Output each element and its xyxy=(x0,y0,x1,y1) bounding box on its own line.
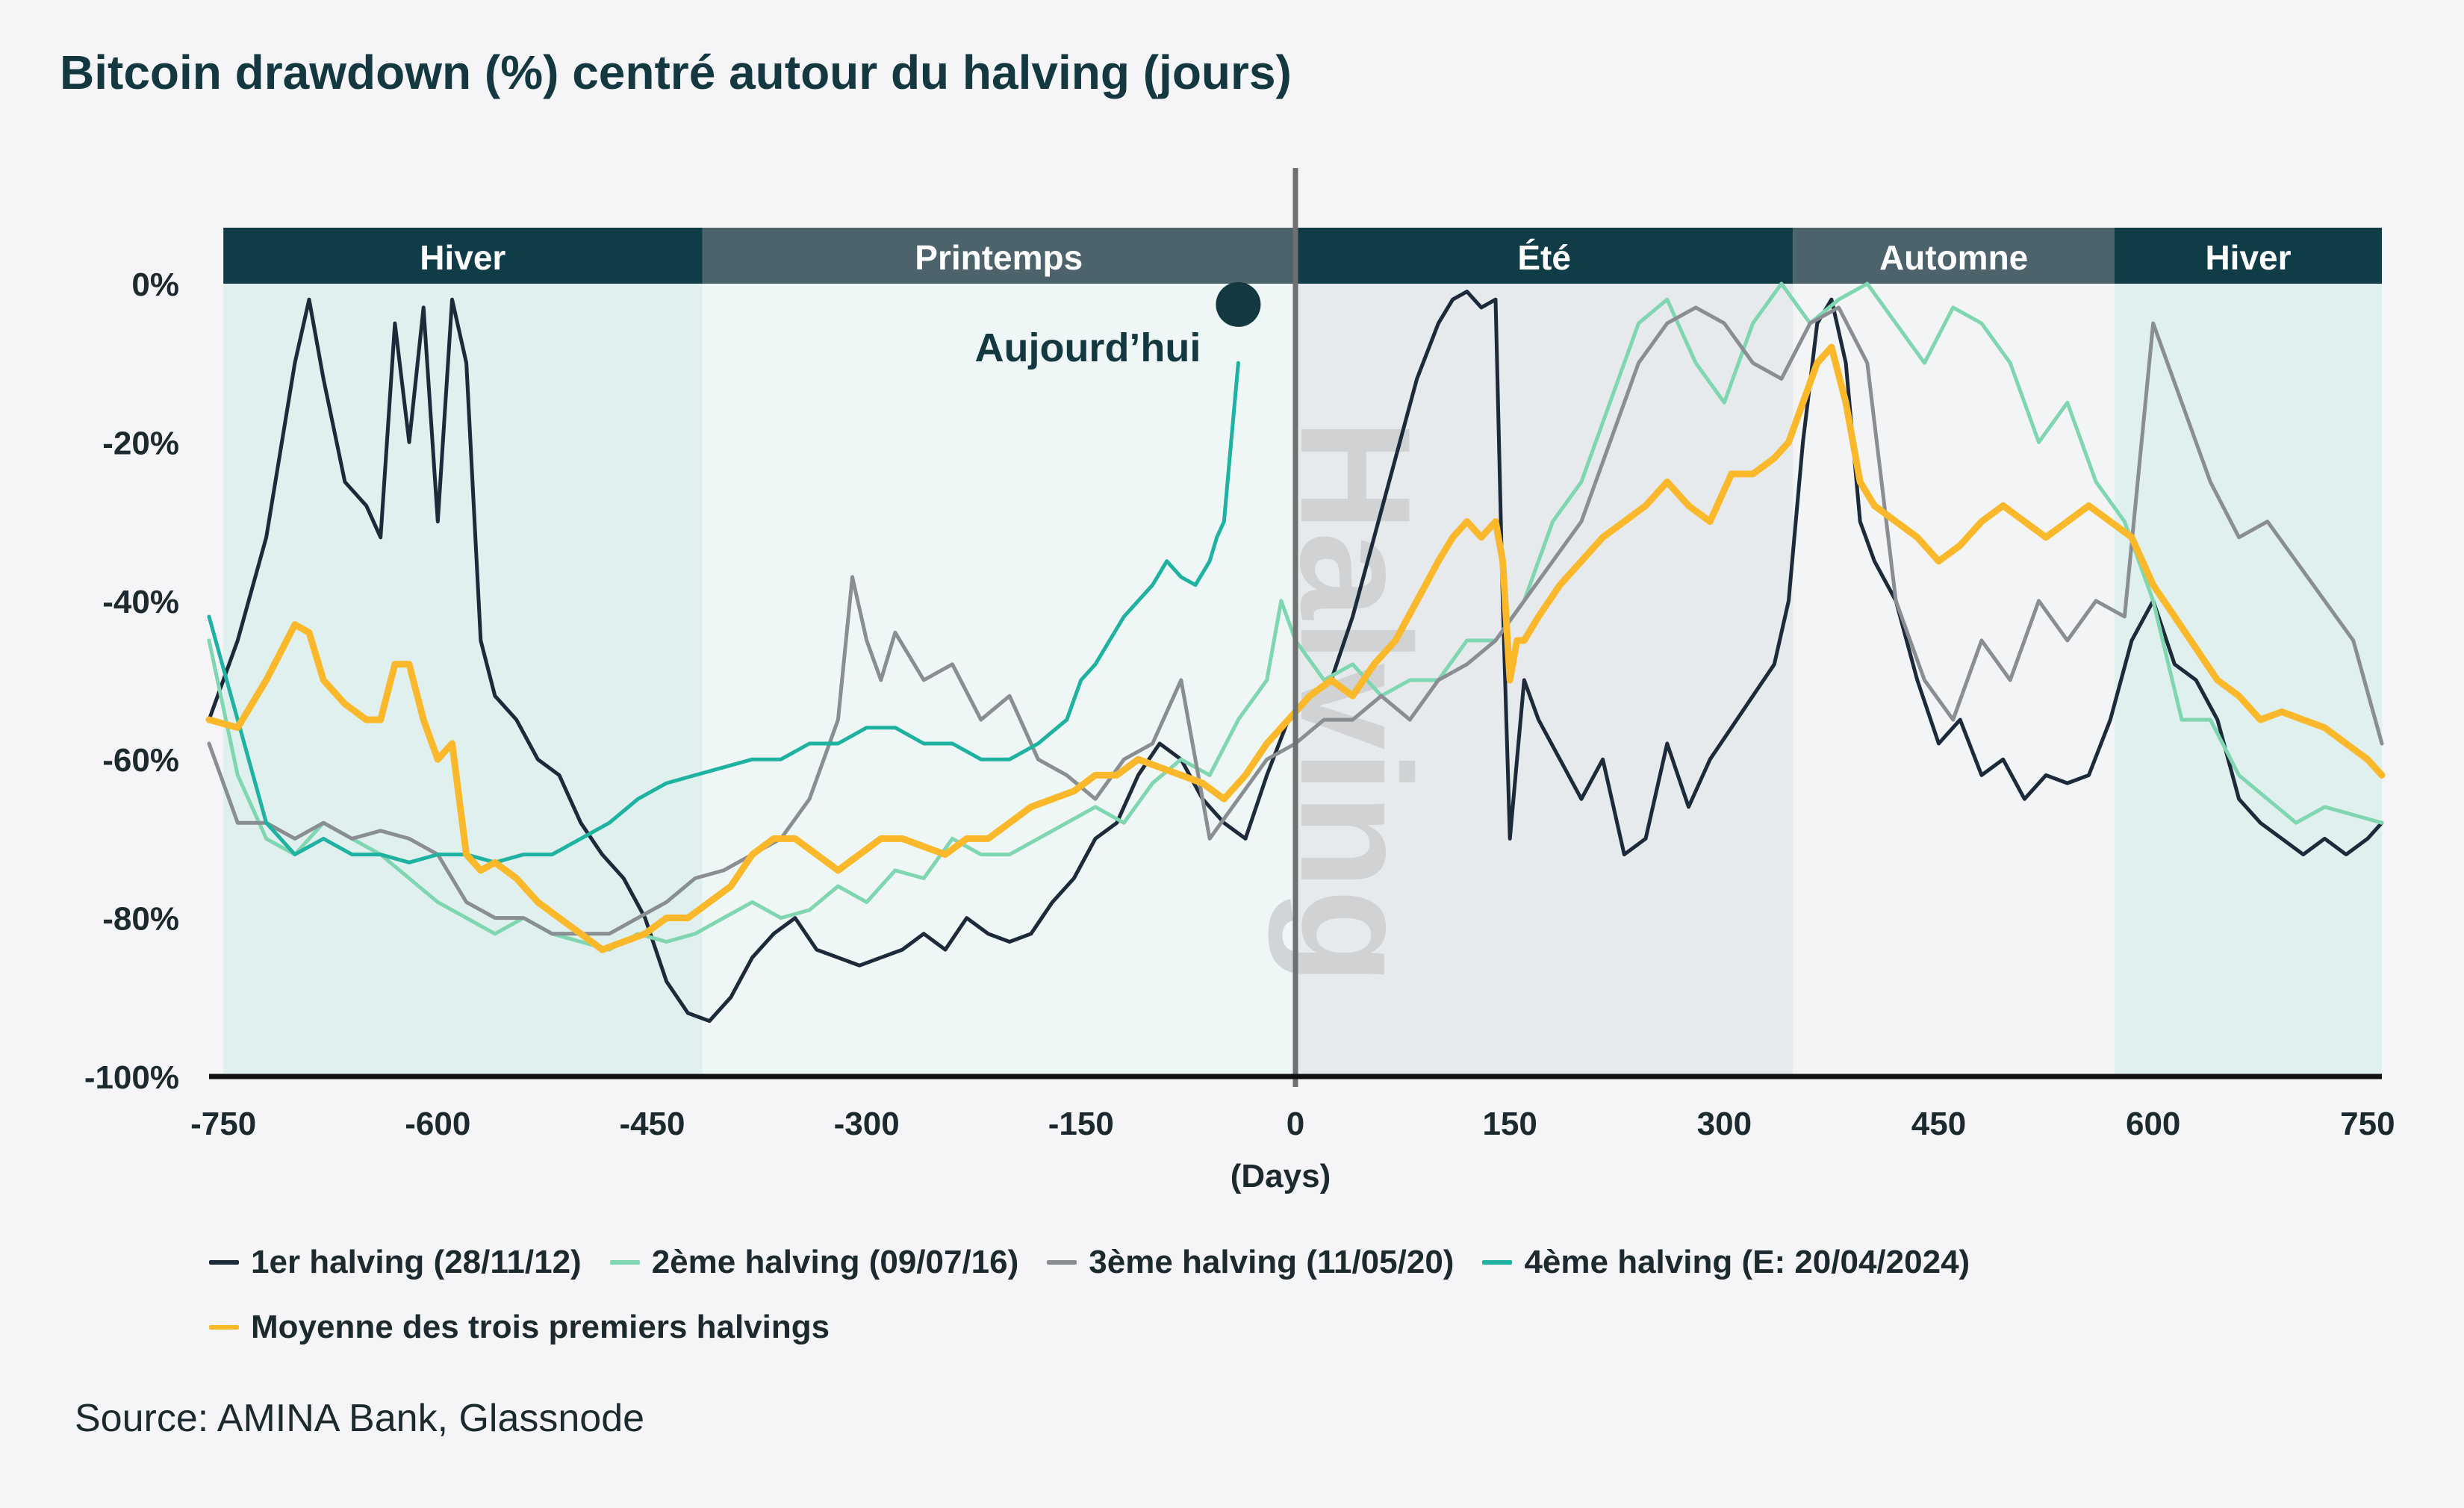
season-bands: Hiver Printemps Été Automne Hiver xyxy=(223,228,2382,284)
season-label-4: Hiver xyxy=(2205,238,2291,277)
season-band-2 xyxy=(1295,228,1793,284)
legend-swatch xyxy=(209,1260,239,1265)
y-tick-label-1: -20% xyxy=(102,425,179,461)
season-fill-1 xyxy=(702,284,1295,1077)
y-axis-ticks: 0% -20% -40% -60% -80% -100% xyxy=(84,267,179,1096)
x-tick-label-9: 600 xyxy=(2126,1106,2180,1142)
season-label-1: Printemps xyxy=(915,238,1083,277)
legend-label: Moyenne des trois premiers halvings xyxy=(251,1309,830,1345)
source-note: Source: AMINA Bank, Glassnode xyxy=(75,1397,645,1440)
season-band-4 xyxy=(2114,228,2382,284)
series-line-1 xyxy=(207,281,2384,952)
today-annotation: Aujourd’hui xyxy=(974,325,1201,370)
series-line-4 xyxy=(205,343,2386,953)
chart-title: Bitcoin drawdown (%) centré autour du ha… xyxy=(60,46,1292,99)
y-tick-label-0: 0% xyxy=(131,267,179,303)
legend-item-3: 4ème halving (E: 20/04/2024) xyxy=(1482,1244,1970,1281)
x-tick-label-6: 150 xyxy=(1482,1106,1537,1142)
legend-item-2: 3ème halving (11/05/20) xyxy=(1047,1244,1454,1281)
season-fill-4 xyxy=(2114,284,2382,1077)
legend-label: 2ème halving (09/07/16) xyxy=(651,1244,1019,1280)
y-tick-label-3: -60% xyxy=(102,742,179,779)
y-tick-label-4: -80% xyxy=(102,901,179,938)
season-label-2: Été xyxy=(1517,238,1571,277)
legend-item-1: 2ème halving (09/07/16) xyxy=(609,1244,1019,1281)
season-label-0: Hiver xyxy=(420,238,505,277)
series-line-3 xyxy=(207,361,1240,864)
legend-label: 3ème halving (11/05/20) xyxy=(1089,1244,1455,1280)
y-tick-label-5: -100% xyxy=(84,1059,179,1096)
season-backgrounds xyxy=(223,284,2382,1077)
series-lines xyxy=(205,281,2386,1023)
chart-svg: Hiver Printemps Été Automne Hiver Halving 0%… xyxy=(84,168,2395,1194)
legend: 1er halving (28/11/12) 2ème halving (09/0… xyxy=(209,1236,2374,1365)
x-tick-label-4: -150 xyxy=(1048,1106,1114,1142)
legend-swatch xyxy=(209,1325,239,1330)
x-tick-label-2: -450 xyxy=(619,1106,685,1142)
x-axis-label: (Days) xyxy=(1231,1158,1331,1194)
season-band-1 xyxy=(702,228,1295,284)
season-fill-0 xyxy=(223,284,703,1077)
x-tick-label-10: 750 xyxy=(2340,1106,2395,1142)
legend-swatch xyxy=(609,1260,640,1265)
season-band-3 xyxy=(1793,228,2115,284)
series-line-0 xyxy=(207,290,2384,1023)
x-tick-label-0: -750 xyxy=(190,1106,256,1142)
x-tick-label-7: 300 xyxy=(1697,1106,1752,1142)
legend-swatch xyxy=(1047,1260,1077,1265)
season-band-0 xyxy=(223,228,703,284)
season-label-3: Automne xyxy=(1879,238,2028,277)
legend-item-0: 1er halving (28/11/12) xyxy=(209,1244,582,1281)
x-tick-label-3: -300 xyxy=(834,1106,900,1142)
x-axis-ticks: -750 -600 -450 -300 -150 0 150 300 450 600 750 xyxy=(190,1106,2395,1142)
season-fill-2 xyxy=(1295,284,1793,1077)
legend-label: 4ème halving (E: 20/04/2024) xyxy=(1524,1244,1970,1280)
legend-swatch xyxy=(1482,1260,1513,1265)
x-tick-label-8: 450 xyxy=(1911,1106,1966,1142)
legend-item-4: Moyenne des trois premiers halvings xyxy=(209,1309,830,1346)
today-marker xyxy=(1216,281,1261,327)
x-tick-label-5: 0 xyxy=(1287,1106,1304,1142)
x-tick-label-1: -600 xyxy=(405,1106,470,1142)
y-tick-label-2: -40% xyxy=(102,584,179,620)
legend-label: 1er halving (28/11/12) xyxy=(251,1244,582,1280)
